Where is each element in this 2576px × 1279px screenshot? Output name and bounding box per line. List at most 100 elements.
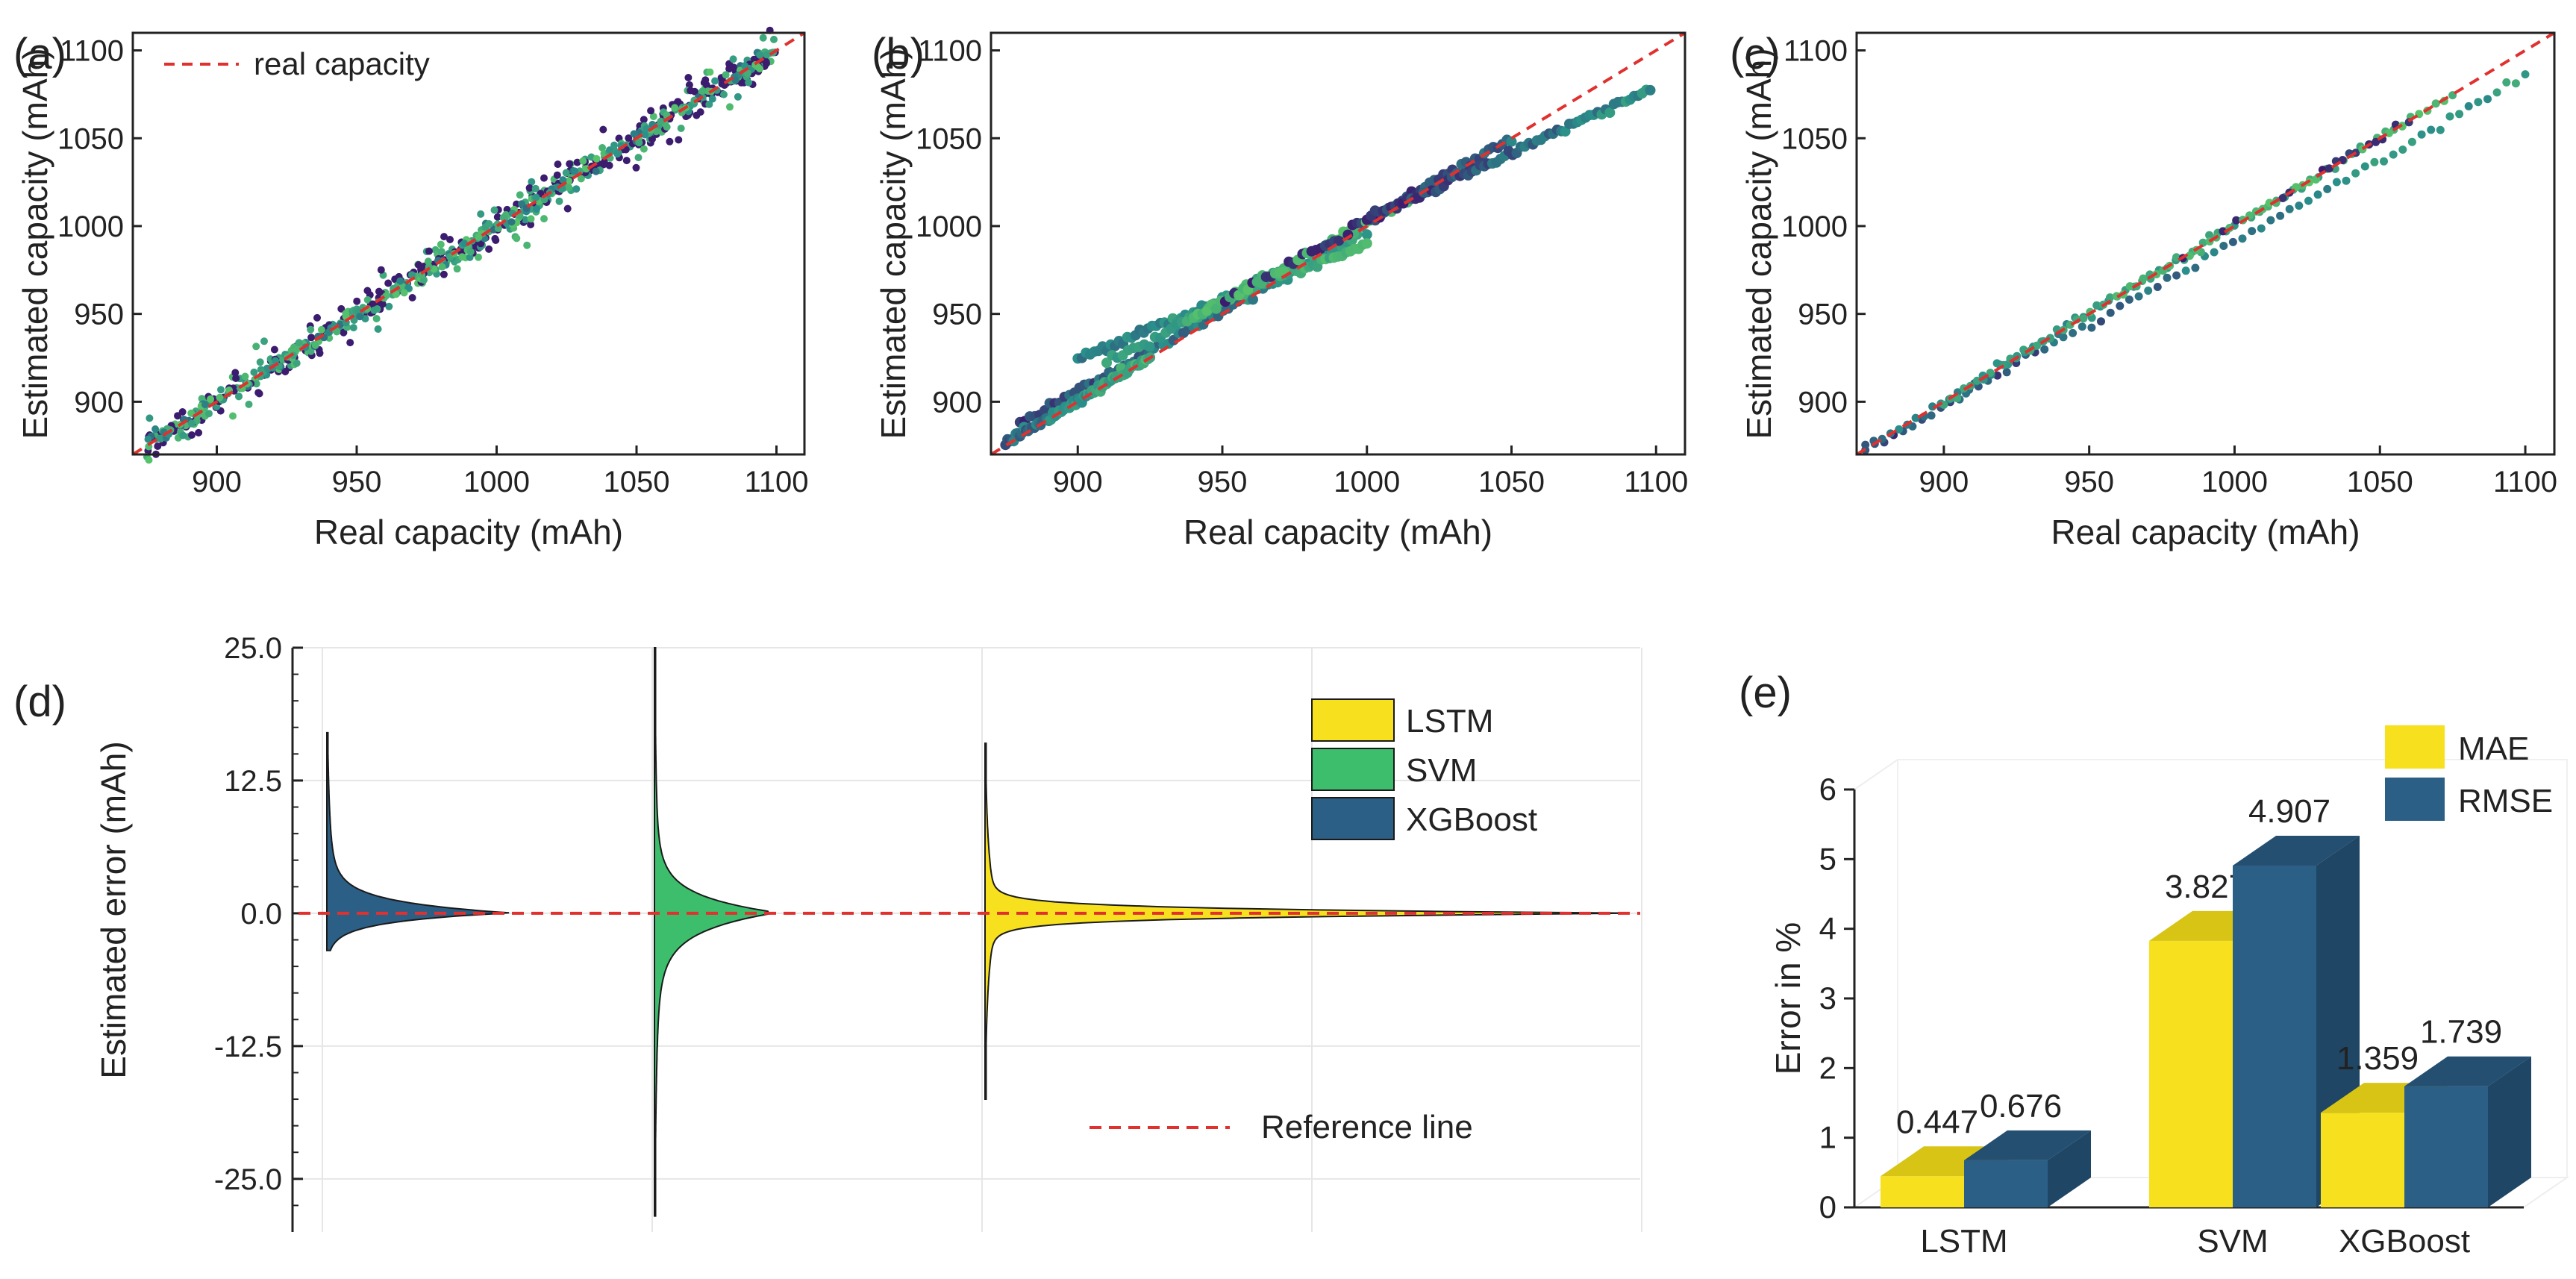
scatter-point <box>187 419 196 428</box>
scatter-point <box>293 359 301 367</box>
scatter-point <box>205 410 213 418</box>
scatter-point <box>485 245 493 253</box>
scatter-point <box>307 334 316 342</box>
scatter-point <box>2079 314 2088 323</box>
scatter-point <box>2502 78 2511 87</box>
scatter-point <box>599 160 607 169</box>
scatter-point <box>475 253 482 261</box>
scatter-point <box>178 408 187 416</box>
scatter-point <box>2276 211 2285 220</box>
scatter-point <box>256 358 264 366</box>
scatter-point <box>554 160 562 169</box>
x-tick-label: 1000 <box>463 466 530 498</box>
x-axis-label: Real capacity (mAh) <box>2051 513 2360 551</box>
legend-swatch <box>1311 797 1395 840</box>
bar-value-label: 0.676 <box>1980 1088 2062 1125</box>
scatter-point <box>647 107 655 115</box>
scatter-point <box>2372 137 2380 146</box>
y-tick-label: 25.0 <box>224 632 282 665</box>
scatter-point <box>255 390 263 398</box>
legend-label: SVM <box>1406 752 1477 789</box>
y-tick-label: 1100 <box>918 35 982 68</box>
scatter-point <box>156 434 164 443</box>
scatter-point <box>663 123 671 131</box>
scatter-point <box>687 87 695 95</box>
y-tick-label: 1000 <box>916 210 982 243</box>
x-tick-label: 1100 <box>1624 466 1688 498</box>
scatter-point <box>252 380 260 388</box>
plot-frame <box>131 31 806 456</box>
y-tick-label: 950 <box>932 298 982 331</box>
scatter-point <box>2323 184 2332 193</box>
panel-c-scatter-chart: (c) 900 950 1000 1050 1100 900 950 1000 1050 1100 R… <box>1730 30 2557 551</box>
scatter-point <box>605 146 613 154</box>
y-tick-label: 950 <box>1798 298 1848 331</box>
bar-value-label: 4.907 <box>2248 793 2330 830</box>
x-tick-label: 900 <box>1053 466 1103 498</box>
y-tick-label: 1050 <box>916 122 982 155</box>
scatter-point <box>458 253 466 261</box>
plot-frame <box>1855 31 2556 456</box>
bar-rmse-front <box>1964 1160 2048 1207</box>
scatter-point <box>1040 405 1050 416</box>
scatter-point <box>460 240 469 248</box>
scatter-point <box>2134 292 2143 301</box>
x-tick-label: 950 <box>332 466 382 498</box>
scatter-point <box>437 248 446 256</box>
y-tick-label: 1050 <box>57 122 124 155</box>
scatter-point <box>438 263 446 271</box>
y-tick-label: 6 <box>1819 772 1836 807</box>
y-axis-label: Estimated error (mAh) <box>94 741 133 1078</box>
scatter-point <box>2278 194 2287 202</box>
scatter-point <box>2455 110 2464 119</box>
scatter-point <box>2106 308 2115 317</box>
y-tick-label: 1100 <box>1783 35 1848 68</box>
legend: LSTM SVM XGBoost <box>1311 698 1537 840</box>
scatter-point <box>490 206 498 214</box>
scatter-point <box>625 134 633 143</box>
scatter-point <box>513 234 521 243</box>
scatter-point <box>571 167 579 175</box>
bar-rmse-top <box>2233 836 2360 866</box>
x-tick-label: XGBoost <box>2339 1223 2470 1260</box>
scatter-point <box>400 289 408 297</box>
scatter-point <box>540 174 548 182</box>
scatter-point <box>516 191 524 199</box>
scatter-point <box>754 63 762 71</box>
scatter-point <box>1986 369 1995 378</box>
scatter-point <box>260 337 268 345</box>
scatter-point <box>2427 125 2436 134</box>
y-tick-label: 4 <box>1819 911 1836 946</box>
x-tick-label: 950 <box>2064 466 2114 498</box>
scatter-point <box>562 169 570 177</box>
scatter-point <box>2144 287 2153 295</box>
scatter-point <box>566 160 574 168</box>
scatter-point <box>579 157 587 165</box>
scatter-point <box>491 234 499 243</box>
scatter-point <box>466 248 475 256</box>
x-tick-label: 1050 <box>2347 466 2413 498</box>
scatter-point <box>372 315 381 322</box>
scatter-point <box>2483 95 2492 104</box>
bar-mae-front <box>1881 1176 1964 1207</box>
scatter-point <box>2304 196 2313 205</box>
scatter-point <box>2474 98 2483 107</box>
scatter-point <box>2116 301 2125 310</box>
scatter-point <box>762 58 770 66</box>
scatter-point <box>666 137 674 146</box>
scatter-point <box>494 225 502 233</box>
scatter-point <box>2078 322 2086 331</box>
bar-mae-front <box>2149 940 2233 1207</box>
scatter-point <box>453 265 461 273</box>
scatter-point <box>675 136 683 144</box>
scatter-point <box>241 372 249 381</box>
legend-swatch <box>1311 748 1395 791</box>
bar-rmse-side <box>2048 1130 2091 1207</box>
scatter-point <box>2407 137 2416 146</box>
legend-label: real capacity <box>254 46 430 81</box>
scatter-point <box>532 193 540 201</box>
scatter-point <box>649 113 657 121</box>
scatter-point <box>2351 169 2360 178</box>
panel-label: (e) <box>1739 669 1792 717</box>
scatter-point <box>232 375 240 382</box>
